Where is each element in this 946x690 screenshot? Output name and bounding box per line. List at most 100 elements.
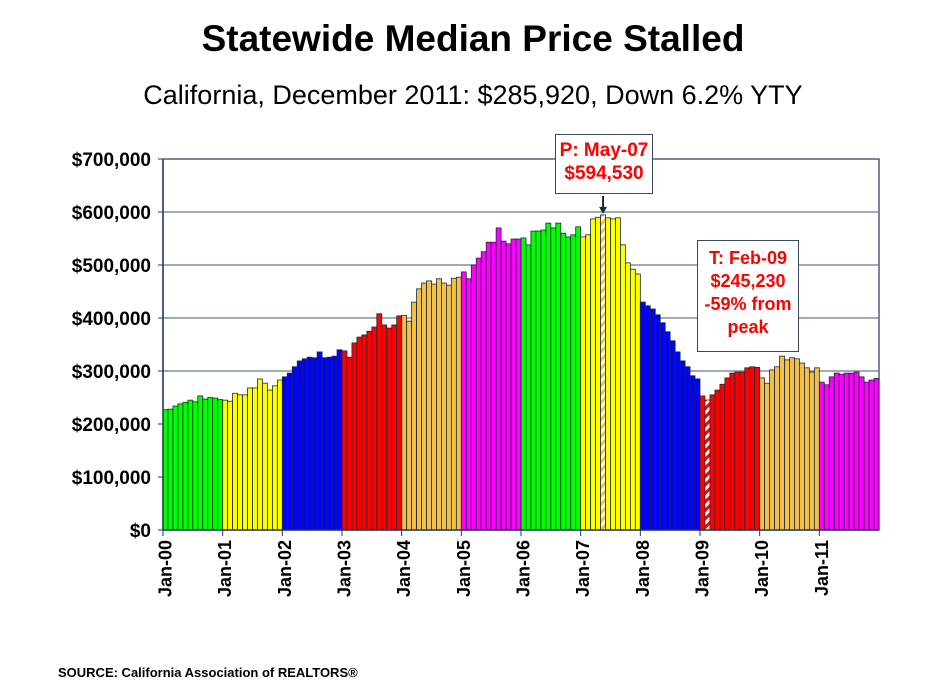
y-tick-label: $600,000: [72, 203, 151, 224]
bar: [346, 356, 353, 531]
bar: [222, 399, 229, 531]
bar: [351, 342, 358, 531]
trough-label: T: Feb-09: [708, 248, 787, 268]
bar: [217, 399, 224, 531]
bar: [177, 403, 184, 531]
bar: [560, 232, 567, 531]
bar: [237, 394, 243, 531]
chart-title: Statewide Median Price Stalled: [201, 18, 745, 59]
bar: [356, 336, 363, 531]
bar: [813, 367, 820, 531]
bar: [182, 401, 189, 531]
bar: [565, 236, 572, 531]
bar: [649, 308, 656, 531]
bar: [590, 218, 596, 531]
bar: [709, 394, 716, 531]
x-tick-label: Jan-01: [215, 540, 235, 597]
bar: [664, 331, 671, 531]
bar: [361, 334, 368, 531]
y-tick-label: $400,000: [72, 309, 151, 330]
bar: [843, 372, 850, 531]
bar: [247, 387, 253, 531]
bar: [286, 372, 293, 531]
y-tick-label: $0: [130, 521, 151, 542]
bar: [446, 284, 452, 531]
x-tick-label: Jan-06: [513, 540, 533, 597]
bar: [659, 322, 666, 531]
bar: [724, 377, 731, 531]
bar: [600, 214, 606, 531]
bar: [401, 314, 408, 531]
bar: [376, 313, 383, 531]
bar: [197, 395, 204, 531]
bar: [520, 237, 527, 531]
x-tick-label: Jan-10: [752, 540, 772, 597]
bar: [620, 244, 626, 531]
bar: [212, 397, 219, 531]
bar: [754, 366, 761, 531]
bar: [192, 401, 199, 531]
x-tick-label: Jan-07: [573, 540, 593, 597]
bar: [242, 394, 248, 531]
bar: [739, 371, 746, 531]
bar: [475, 257, 482, 531]
bar: [674, 351, 681, 531]
bar: [818, 381, 825, 531]
bar: [808, 371, 815, 531]
y-tick-label: $700,000: [72, 150, 151, 171]
bar: [694, 378, 701, 531]
trough-note2: peak: [727, 317, 769, 337]
bar: [863, 381, 870, 531]
bar: [341, 350, 348, 531]
bar: [232, 392, 238, 531]
bar: [769, 369, 775, 531]
bar: [669, 340, 676, 531]
bar: [580, 236, 587, 531]
bar: [853, 371, 860, 531]
bar: [535, 230, 542, 531]
bar: [510, 238, 517, 531]
bar: [684, 366, 691, 531]
bar: [465, 278, 472, 531]
bar: [545, 222, 552, 531]
bar: [858, 376, 865, 531]
bar: [187, 399, 194, 531]
bar: [749, 366, 756, 531]
bar: [436, 278, 442, 531]
peak-annotation: P: May-07 $594,530: [555, 134, 653, 194]
bar: [421, 282, 427, 531]
bar: [605, 217, 611, 531]
bar: [207, 397, 214, 531]
bar: [555, 222, 562, 531]
bar: [828, 376, 835, 531]
trough-note: -59% from: [704, 294, 792, 314]
bar: [167, 408, 174, 531]
bar: [485, 241, 492, 531]
x-tick-label: Jan-00: [155, 540, 175, 597]
x-tick-label: Jan-04: [394, 540, 414, 597]
bar: [838, 373, 845, 531]
bar: [759, 377, 766, 531]
bar: [326, 356, 333, 531]
bar: [311, 357, 318, 531]
bar: [262, 382, 268, 531]
bar: [530, 230, 537, 531]
peak-value: $594,530: [564, 163, 644, 184]
bar: [281, 376, 288, 531]
bar: [316, 351, 323, 531]
bar: [172, 405, 179, 531]
x-tick-label: Jan-08: [633, 540, 653, 597]
bar: [306, 356, 313, 531]
bar: [868, 379, 875, 531]
x-tick-label: Jan-03: [334, 540, 354, 597]
bar: [779, 355, 785, 531]
bar: [625, 262, 631, 531]
bar: [441, 282, 447, 531]
bar: [291, 366, 298, 531]
bar: [679, 360, 686, 531]
bar: [585, 234, 592, 531]
bar: [202, 398, 209, 531]
bar: [257, 378, 263, 531]
y-tick-label: $200,000: [72, 415, 151, 436]
bar: [500, 240, 507, 531]
